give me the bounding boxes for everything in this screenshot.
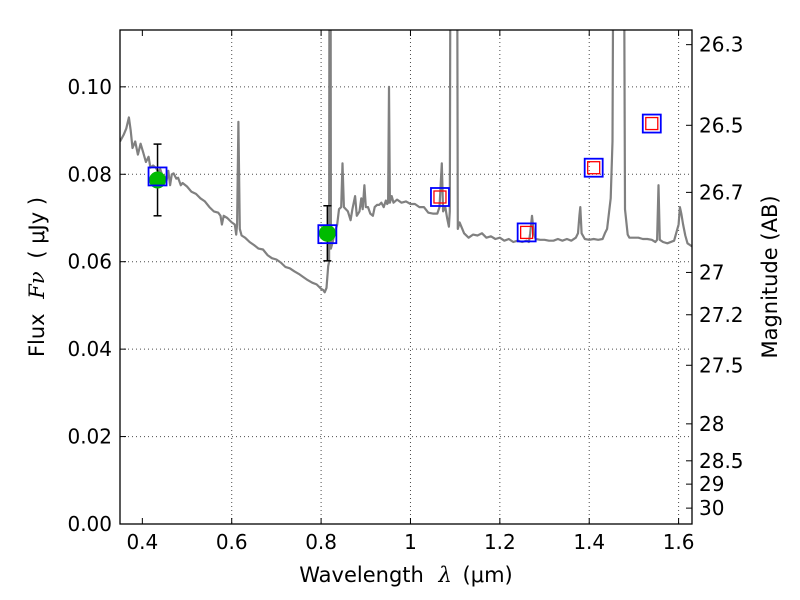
model-point-blue bbox=[317, 224, 338, 245]
y-tick-label: 0.08 bbox=[67, 162, 112, 186]
x-axis-label-symbol: λ bbox=[438, 563, 452, 587]
y2-tick-label: 26.3 bbox=[699, 33, 744, 57]
y2-tick-label: 26.7 bbox=[699, 180, 744, 204]
x-tick-label: 0.8 bbox=[305, 530, 337, 554]
sed-line bbox=[120, 30, 692, 294]
model-point-blue bbox=[516, 222, 537, 243]
y-axis-label: Flux Fν ( μJy ) bbox=[25, 197, 49, 357]
plot-frame bbox=[119, 29, 693, 525]
observed-point bbox=[318, 224, 336, 242]
y2-tick-label: 27 bbox=[699, 260, 724, 284]
model-point-red bbox=[520, 225, 534, 240]
x-tick-label: 1.6 bbox=[663, 530, 695, 554]
model-point-red bbox=[587, 161, 601, 175]
y2-axis-label: Magnitude (AB) bbox=[758, 195, 782, 358]
y2-tick-label: 30 bbox=[699, 496, 724, 520]
y2-tick-label: 26.5 bbox=[699, 113, 744, 137]
x-tick-label: 1.4 bbox=[573, 530, 605, 554]
model-point-red bbox=[645, 116, 659, 131]
y2-tick-label: 27.2 bbox=[699, 303, 744, 327]
model-point-blue bbox=[147, 166, 168, 187]
x-tick-label: 0.4 bbox=[126, 530, 158, 554]
plot-background bbox=[120, 30, 692, 524]
y-tick-label: 0.06 bbox=[67, 250, 112, 274]
y-axis-label-symbol: Fν bbox=[25, 271, 49, 300]
y-tick-label: 0.10 bbox=[67, 75, 112, 99]
y-tick-label: 0.04 bbox=[67, 337, 112, 361]
y-tick-label: 0.02 bbox=[67, 425, 112, 449]
x-axis-label: Wavelength λ (μm) bbox=[299, 563, 512, 587]
x-axis-label-unit: (μm) bbox=[463, 563, 513, 587]
y-axis-label-unit: ( μJy ) bbox=[25, 197, 49, 259]
y-tick-label: 0.00 bbox=[67, 512, 112, 536]
model-point-blue bbox=[641, 113, 662, 134]
observed-point bbox=[149, 171, 167, 189]
model-point-blue bbox=[583, 157, 604, 178]
axes: 0.4 0.6 0.8 1 1.2 1.4 1.6 0.00 0.02 0.04 0.06 0.08 0… bbox=[67, 30, 744, 554]
x-tick-label: 1.2 bbox=[484, 530, 516, 554]
y2-tick-label: 29 bbox=[699, 472, 724, 496]
x-tick-label: 1 bbox=[404, 530, 417, 554]
y2-tick-label: 27.5 bbox=[699, 353, 744, 377]
plot-area bbox=[120, 30, 692, 294]
y2-tick-label: 28.5 bbox=[699, 449, 744, 473]
y2-tick-label: 28 bbox=[699, 412, 724, 436]
y-axis-label-text: Flux bbox=[25, 313, 49, 357]
x-tick-label: 0.6 bbox=[216, 530, 248, 554]
x-axis-label-text: Wavelength bbox=[299, 563, 424, 587]
model-point-red bbox=[433, 190, 447, 204]
model-point-blue bbox=[430, 187, 450, 207]
